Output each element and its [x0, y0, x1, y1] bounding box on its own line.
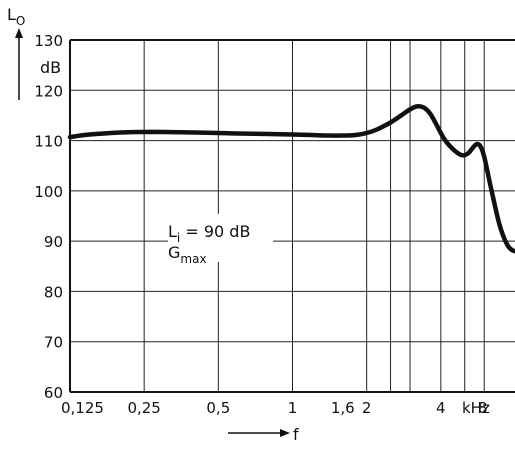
- x-tick-label: 8: [478, 399, 488, 417]
- annotation-g-main: G: [168, 243, 180, 262]
- series-layer: [67, 103, 515, 254]
- annotation-level-label: Li = 90 dB: [168, 222, 250, 245]
- y-tick-label: 100: [34, 183, 63, 201]
- x-tick-labels: 0,125 0,25 0,5 1 1,6 2 4 8: [61, 399, 488, 417]
- x-tick-label: 1,6: [331, 399, 355, 417]
- y-tick-label: 70: [44, 334, 63, 352]
- series-line: [67, 103, 515, 254]
- y-tick-labels: 60 70 80 90 100 110 120 130: [34, 32, 63, 402]
- y-tick-label: 80: [44, 283, 63, 301]
- frame-layer: [69, 39, 515, 393]
- x-axis-label: f: [293, 425, 299, 444]
- x-tick-label: 0,5: [206, 399, 230, 417]
- x-tick-label: 0,25: [127, 399, 160, 417]
- y-axis-unit: dB: [40, 58, 61, 77]
- x-tick-label: 2: [362, 399, 372, 417]
- y-tick-label: 90: [44, 233, 63, 251]
- x-tick-label: 0,125: [61, 399, 104, 417]
- x-tick-label: 1: [288, 399, 298, 417]
- y-tick-label: 110: [34, 133, 63, 151]
- annotation-l-rest: = 90 dB: [180, 222, 250, 241]
- y-axis-label: LO: [7, 5, 25, 28]
- annotation-l-sub: i: [177, 231, 180, 245]
- x-axis-arrow-head: [280, 429, 290, 437]
- annotation-layer: Li = 90 dB Gmax: [168, 214, 273, 266]
- y-tick-label: 120: [34, 82, 63, 100]
- annotation-background: [168, 214, 273, 262]
- y-axis-label-sub: O: [16, 14, 25, 28]
- x-axis-unit: kHz: [462, 399, 490, 417]
- annotation-l-main: L: [168, 222, 177, 241]
- axis-labels: LO dB kHz f: [7, 5, 490, 444]
- annotation-gain-label: Gmax: [168, 243, 207, 266]
- x-tick-label: 4: [436, 399, 446, 417]
- grid-layer: [70, 39, 515, 393]
- annotation-g-sub: max: [180, 252, 206, 266]
- y-axis-label-main: L: [7, 5, 16, 24]
- y-tick-label: 130: [34, 32, 63, 50]
- y-tick-label: 60: [44, 384, 63, 402]
- y-axis-arrow-head: [15, 28, 23, 38]
